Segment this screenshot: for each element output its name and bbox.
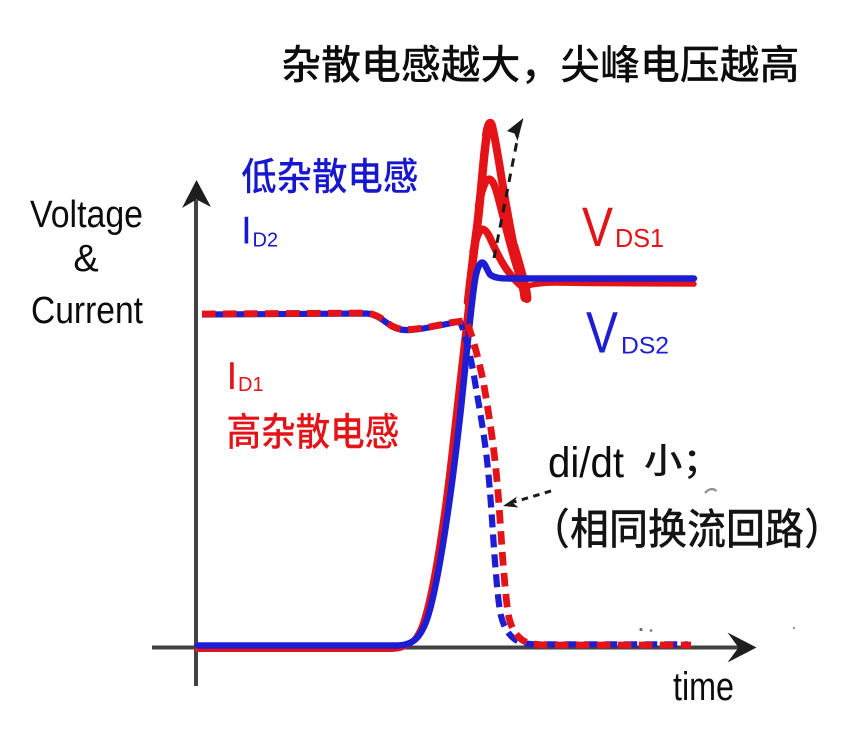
svg-text:Voltage: Voltage (30, 194, 143, 236)
svg-text:di/dt: di/dt (548, 439, 624, 487)
svg-text:D2: D2 (253, 230, 279, 252)
svg-text:I: I (241, 210, 252, 253)
svg-text:V: V (582, 195, 614, 258)
svg-text:time: time (673, 665, 734, 709)
svg-text:DS2: DS2 (621, 333, 669, 360)
svg-text:&: & (73, 238, 98, 280)
svg-text:D1: D1 (238, 374, 264, 396)
svg-text:Current: Current (31, 290, 143, 332)
svg-text:I: I (227, 355, 238, 398)
svg-text:DS1: DS1 (615, 225, 664, 253)
svg-text:V: V (586, 301, 618, 366)
